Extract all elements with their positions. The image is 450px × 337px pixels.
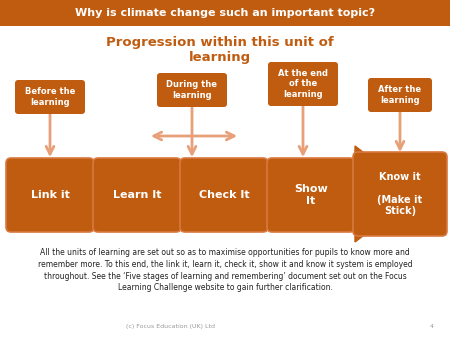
FancyBboxPatch shape: [6, 158, 94, 232]
Text: After the
learning: After the learning: [378, 85, 422, 105]
FancyBboxPatch shape: [157, 73, 227, 107]
Text: Learn It: Learn It: [113, 190, 161, 200]
Text: At the end
of the
learning: At the end of the learning: [278, 69, 328, 99]
Text: All the units of learning are set out so as to maximise opportunities for pupils: All the units of learning are set out so…: [38, 248, 412, 293]
FancyBboxPatch shape: [353, 152, 447, 236]
FancyBboxPatch shape: [15, 80, 85, 114]
Text: Check It: Check It: [199, 190, 249, 200]
Text: Show
It: Show It: [294, 184, 328, 206]
Text: (c) Focus Education (UK) Ltd: (c) Focus Education (UK) Ltd: [126, 324, 215, 329]
Text: Know it

(Make it
Stick): Know it (Make it Stick): [378, 172, 423, 216]
FancyBboxPatch shape: [180, 158, 268, 232]
Text: Progression within this unit of
learning: Progression within this unit of learning: [106, 36, 334, 64]
Polygon shape: [8, 146, 418, 242]
FancyBboxPatch shape: [268, 62, 338, 106]
Text: Why is climate change such an important topic?: Why is climate change such an important …: [75, 8, 375, 18]
Text: 4: 4: [430, 324, 434, 329]
Text: Link it: Link it: [31, 190, 69, 200]
FancyBboxPatch shape: [368, 78, 432, 112]
Text: Before the
learning: Before the learning: [25, 87, 75, 107]
Text: During the
learning: During the learning: [166, 80, 217, 100]
FancyBboxPatch shape: [93, 158, 181, 232]
FancyBboxPatch shape: [0, 0, 450, 26]
FancyBboxPatch shape: [267, 158, 355, 232]
